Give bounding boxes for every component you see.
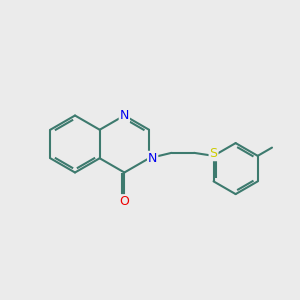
Text: O: O [119, 195, 129, 208]
Text: S: S [209, 147, 217, 160]
Text: N: N [148, 152, 157, 165]
Text: N: N [120, 109, 129, 122]
